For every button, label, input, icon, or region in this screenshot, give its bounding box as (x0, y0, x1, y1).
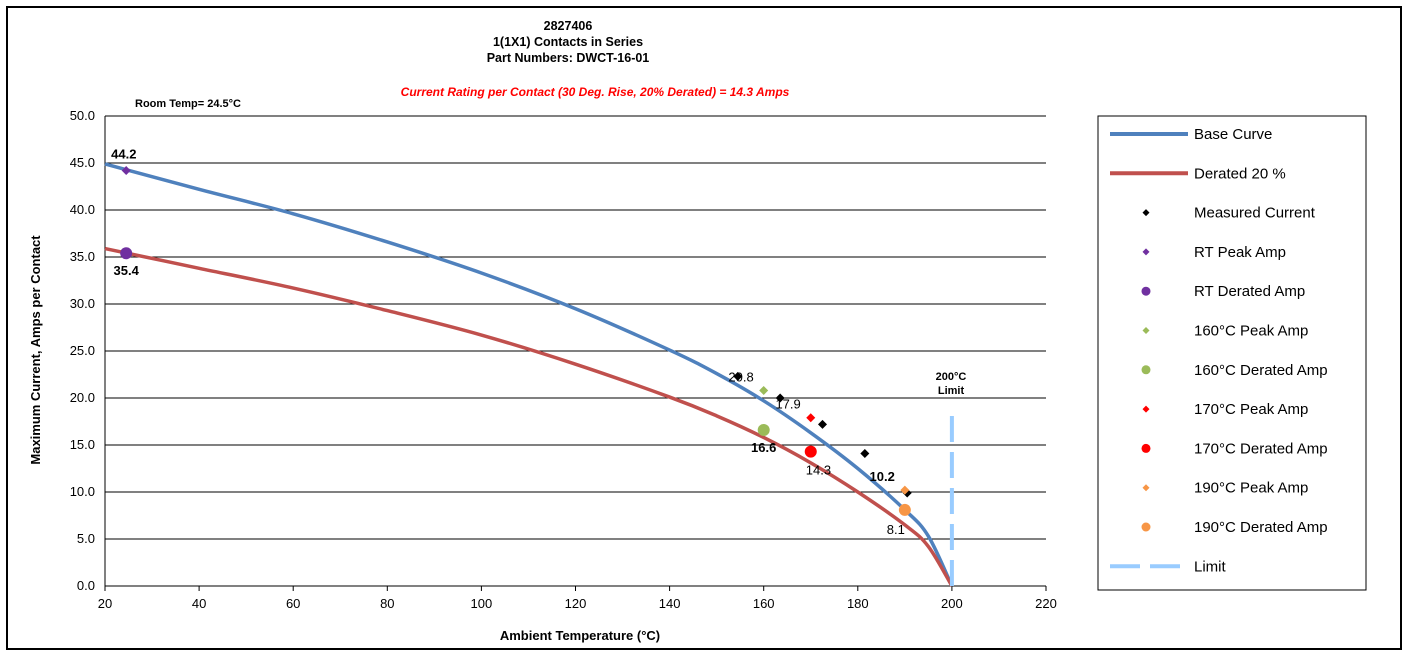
legend-swatch-rt-peak-amp (1142, 248, 1150, 256)
marker-190-c-peak-amp (900, 485, 910, 495)
legend-label-measured-current: Measured Current (1194, 205, 1316, 222)
y-tick-label: 0.0 (77, 578, 95, 593)
y-axis-title: Maximum Current, Amps per Contact (28, 235, 43, 465)
legend-swatch-190-c-peak-amp (1142, 484, 1150, 492)
legend-label-170-c-derated-amp: 170°C Derated Amp (1194, 440, 1328, 457)
legend-label-base-curve: Base Curve (1194, 126, 1272, 143)
marker-measured-current (818, 419, 828, 429)
rating-note: Current Rating per Contact (30 Deg. Rise… (401, 85, 790, 99)
data-label: 10.2 (870, 469, 895, 484)
series-layer (104, 162, 954, 587)
y-tick-label: 25.0 (70, 343, 95, 358)
legend: Base Curve Derated 20 % Measured Current RT… (1110, 126, 1328, 575)
marker-measured-current (860, 448, 870, 458)
marker-layer (120, 166, 912, 516)
room-temp-note: Room Temp= 24.5°C (135, 98, 241, 110)
x-tick-label: 60 (286, 596, 300, 611)
limit-note-line-2: Limit (938, 385, 965, 397)
legend-swatch-rt-derated-amp (1141, 286, 1151, 296)
legend-label-rt-peak-amp: RT Peak Amp (1194, 244, 1286, 261)
chart-title-line-1: 2827406 (544, 19, 593, 33)
series-line-base-curve (104, 162, 954, 587)
legend-label-limit: Limit (1194, 558, 1227, 575)
y-tick-label: 40.0 (70, 202, 95, 217)
x-tick-label: 220 (1035, 596, 1057, 611)
x-tick-label: 120 (565, 596, 587, 611)
y-tick-label: 20.0 (70, 390, 95, 405)
x-tick-label: 180 (847, 596, 869, 611)
legend-label-190-c-derated-amp: 190°C Derated Amp (1194, 519, 1328, 536)
legend-swatch-160-c-peak-amp (1142, 327, 1150, 334)
data-label: 16.6 (751, 440, 776, 455)
legend-swatch-170-c-peak-amp (1142, 405, 1150, 413)
y-tick-label: 50.0 (70, 108, 95, 123)
chart-title-line-2: 1(1X1) Contacts in Series (493, 35, 643, 49)
legend-label-rt-derated-amp: RT Derated Amp (1194, 283, 1305, 300)
legend-swatch-measured-current (1142, 209, 1150, 217)
legend-swatch-160-c-derated-amp (1141, 365, 1151, 375)
legend-box (1097, 115, 1367, 591)
legend-label-170-c-peak-amp: 170°C Peak Amp (1194, 401, 1308, 418)
x-tick-label: 100 (471, 596, 493, 611)
y-tick-labels: 0.0 5.0 10.0 15.0 20.0 25.0 30.0 35.0 40.0 45.0 50… (70, 108, 95, 593)
chart-frame (6, 6, 1402, 650)
marker-160-c-peak-amp (759, 385, 769, 395)
y-tick-label: 30.0 (70, 296, 95, 311)
marker-160-c-derated-amp (757, 423, 770, 436)
y-tick-label: 10.0 (70, 484, 95, 499)
x-tick-label: 200 (941, 596, 963, 611)
chart-title-line-3: Part Numbers: DWCT-16-01 (487, 51, 650, 65)
y-tick-label: 45.0 (70, 155, 95, 170)
marker-170-c-peak-amp (806, 413, 816, 423)
x-tick-labels: 20 40 60 80 100 120 140 160 180 200 220 (98, 596, 1057, 611)
data-label: 20.8 (728, 369, 753, 384)
x-tick-label: 80 (380, 596, 394, 611)
legend-swatch-190-c-derated-amp (1141, 522, 1151, 532)
y-tick-label: 35.0 (70, 249, 95, 264)
data-label: 14.3 (806, 463, 831, 478)
data-label: 44.2 (111, 147, 136, 162)
legend-label-160-c-derated-amp: 160°C Derated Amp (1194, 362, 1328, 379)
axes (104, 116, 1047, 591)
marker-170-c-derated-amp (804, 445, 817, 458)
marker-rt-derated-amp (120, 247, 133, 260)
legend-label-derated-20: Derated 20 % (1194, 165, 1286, 182)
marker-measured-current (775, 393, 785, 403)
y-tick-label: 15.0 (70, 437, 95, 452)
data-label: 35.4 (114, 263, 140, 278)
data-labels: 44.2 35.4 20.8 16.6 17.9 14.3 10.2 8.1 (111, 147, 905, 537)
x-tick-label: 20 (98, 596, 112, 611)
x-tick-label: 140 (659, 596, 681, 611)
data-label: 8.1 (887, 522, 905, 537)
marker-190-c-derated-amp (898, 503, 911, 516)
series-line-derated-20 (104, 246, 954, 587)
marker-rt-peak-amp (121, 166, 131, 176)
x-tick-label: 160 (753, 596, 775, 611)
marker-measured-current (733, 371, 743, 381)
limit-note-line-1: 200°C (936, 371, 967, 383)
legend-label-160-c-peak-amp: 160°C Peak Amp (1194, 323, 1308, 340)
y-tick-label: 5.0 (77, 531, 95, 546)
legend-swatch-170-c-derated-amp (1141, 443, 1151, 453)
x-axis-title: Ambient Temperature (°C) (500, 628, 660, 643)
x-tick-label: 40 (192, 596, 206, 611)
legend-label-190-c-peak-amp: 190°C Peak Amp (1194, 480, 1308, 497)
data-label: 17.9 (775, 397, 800, 412)
